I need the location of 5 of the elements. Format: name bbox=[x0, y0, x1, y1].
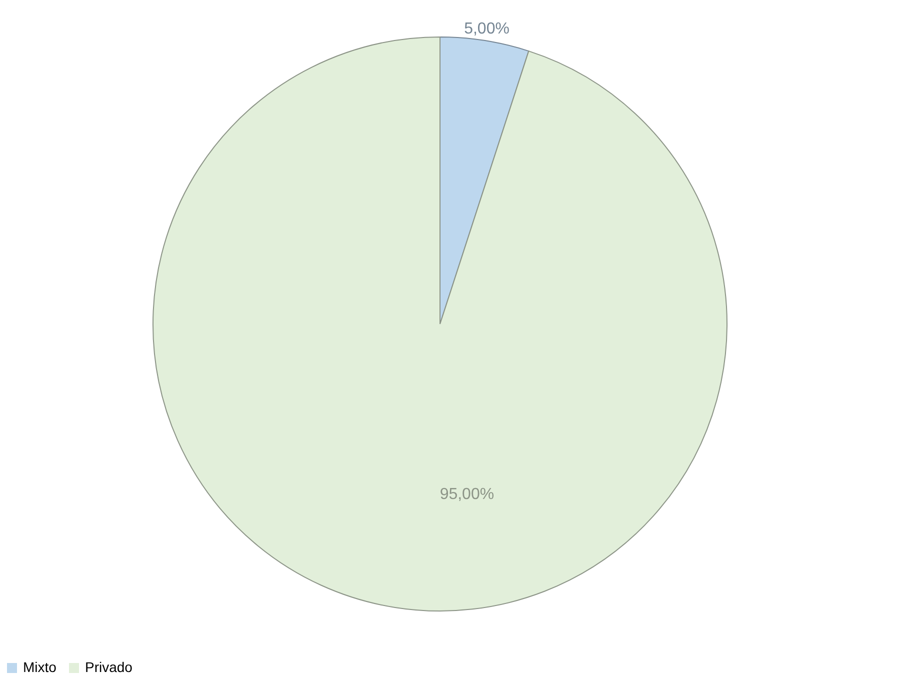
data-label: 5,00% bbox=[464, 20, 510, 38]
legend-label: Privado bbox=[85, 659, 133, 675]
pie-slice bbox=[152, 36, 728, 612]
data-label: 95,00% bbox=[440, 486, 494, 504]
legend-label: Mixto bbox=[23, 659, 57, 675]
